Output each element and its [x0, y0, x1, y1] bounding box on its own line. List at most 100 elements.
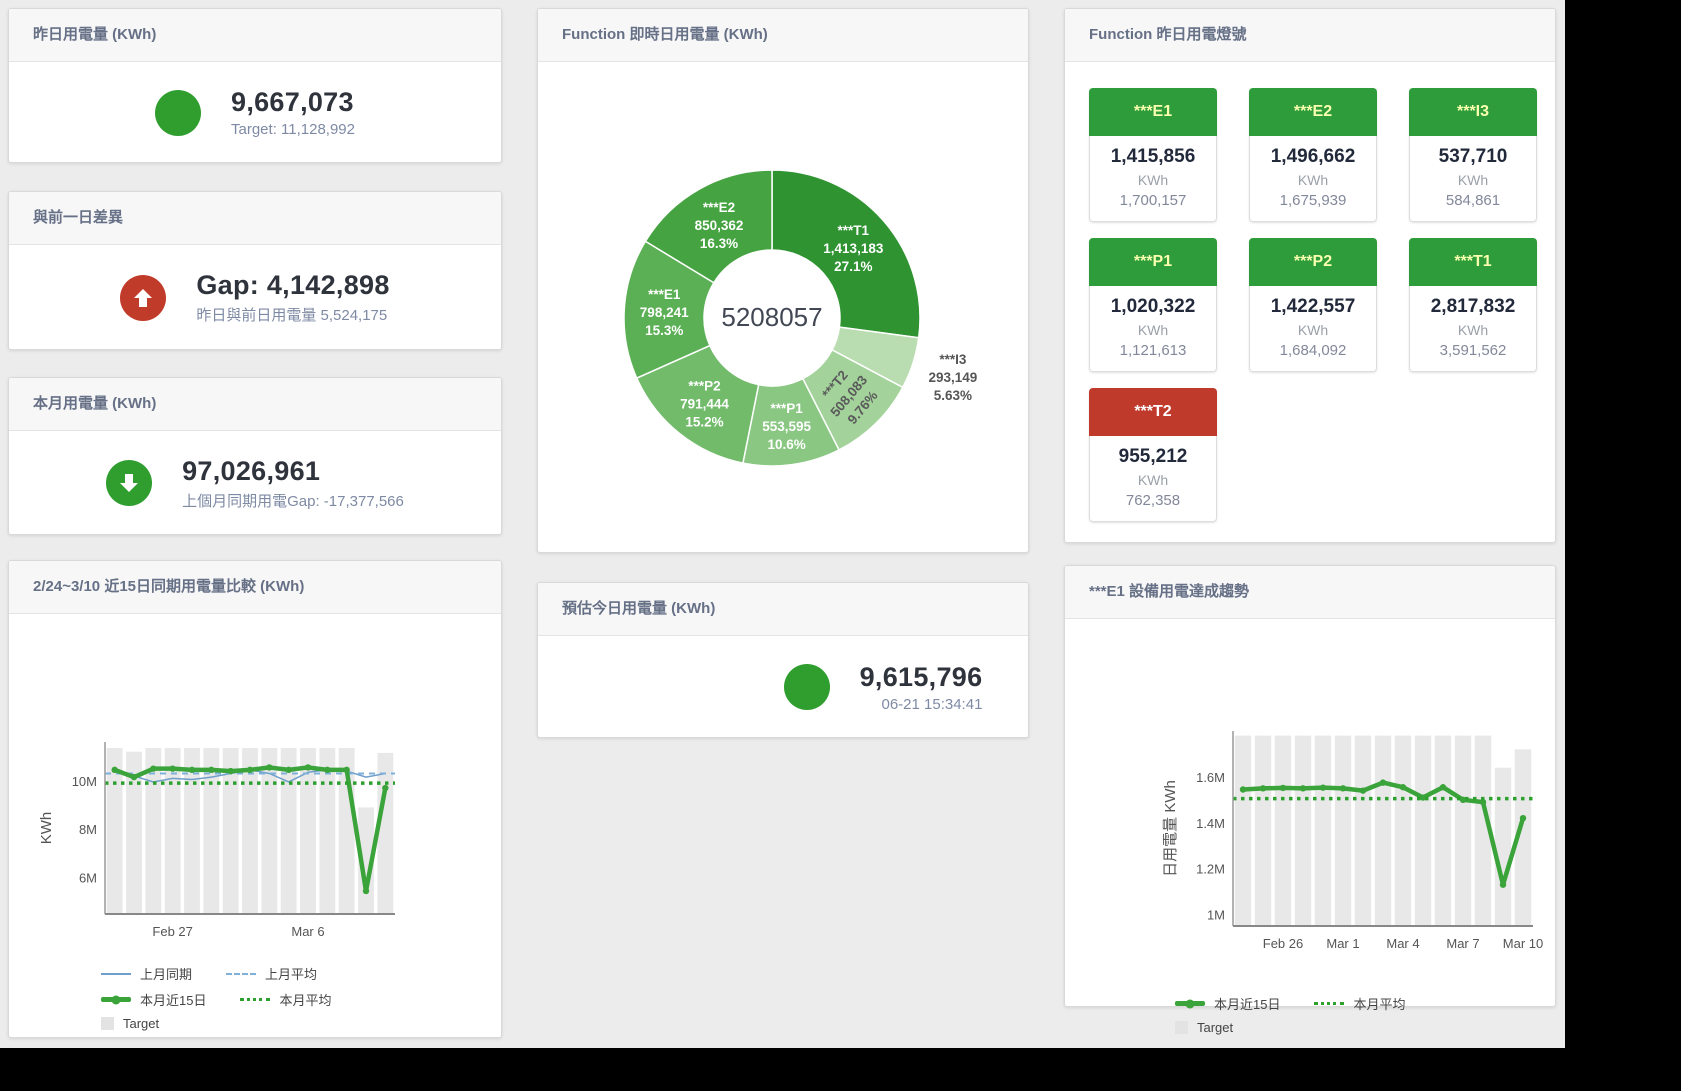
card-target-value: 762,358 — [1125, 492, 1181, 509]
y-tick-label: 1.4M — [1196, 816, 1225, 831]
stat-value: 97,026,961 — [182, 455, 321, 486]
light-card-body: 537,710 KWh 584,861 — [1409, 136, 1537, 222]
light-card-body: 955,212 KWh 762,358 — [1089, 436, 1217, 522]
card-target-value: 1,700,157 — [1119, 192, 1187, 209]
light-card-body: 1,496,662 KWh 1,675,939 — [1249, 136, 1377, 222]
card-target-value: 584,861 — [1445, 192, 1501, 209]
light-card-header: ***T2 — [1089, 388, 1217, 436]
light-card-header: ***E2 — [1249, 88, 1377, 136]
panel-header-yesterday-lights[interactable]: Function 昨日用電燈號 — [1065, 9, 1555, 62]
light-card-body: 1,415,856 KWh 1,700,157 — [1089, 136, 1217, 222]
status-circle-icon — [155, 89, 201, 136]
card-value: 1,496,662 — [1270, 146, 1356, 167]
panel-yesterday-lights: Function 昨日用電燈號 ***E1 1,415,856 KWh 1,700,1… — [1064, 8, 1556, 543]
legend-label: 本月近15日 — [1214, 997, 1281, 1012]
legend-swatch — [101, 1017, 114, 1030]
y-tick-label: 10M — [72, 774, 97, 789]
x-tick-label: Feb 26 — [1263, 936, 1303, 951]
daily-usage-donut[interactable]: ***T1 1,413,183 27.1% ***I3 293,149 5.63% ***T… — [538, 68, 1030, 553]
legend-item-上月平均[interactable]: 上月平均 — [226, 964, 317, 983]
legend-item-上月同期[interactable]: 上月同期 — [101, 964, 192, 983]
x-tick-label: Mar 7 — [1446, 936, 1479, 951]
y-tick-label: 1.2M — [1196, 862, 1225, 877]
legend-swatch — [240, 998, 271, 1001]
donut-slice-label: ***P2 791,444 15.2% — [680, 378, 729, 429]
panel-day-gap: 與前一日差異 Gap: 4,142,898 昨日與前日用電量 5,524,175 — [8, 191, 502, 350]
light-card: ***E1 1,415,856 KWh 1,700,157 — [1089, 88, 1217, 222]
donut-slice-label: ***T1 1,413,183 27.1% — [823, 223, 884, 274]
legend-label: Target — [123, 1016, 160, 1031]
light-card-header: ***P1 — [1089, 238, 1217, 286]
legend-swatch — [101, 972, 131, 975]
panel-title: Function 昨日用電燈號 — [1089, 26, 1247, 43]
stat-row: 9,615,796 06-21 15:34:41 — [638, 636, 1128, 738]
stat-row: Gap: 4,142,898 昨日與前日用電量 5,524,175 — [9, 245, 501, 350]
donut-slice-label: ***I3 293,149 5.63% — [928, 352, 977, 403]
panel-header-day-gap[interactable]: 與前一日差異 — [9, 192, 501, 245]
legend-item-Target[interactable]: Target — [1175, 1020, 1233, 1035]
legend-label: Target — [1197, 1020, 1234, 1035]
legend-swatch — [101, 995, 131, 1004]
lights-card-grid: ***E1 1,415,856 KWh 1,700,157 ***E2 1,496,662… — [1065, 62, 1555, 522]
legend-item-Target[interactable]: Target — [101, 1016, 159, 1031]
legend-item-本月近15日[interactable]: 本月近15日 — [1175, 994, 1280, 1013]
compare-chart-svg[interactable]: 6M 8M 10M Feb 27 Mar 6 KWh — [27, 732, 467, 962]
donut-slice-label: ***P1 553,595 10.6% — [762, 401, 811, 452]
arrow-up-icon — [120, 274, 167, 321]
panel-header-compare-chart[interactable]: 2/24~3/10 近15日同期用電量比較 (KWh) — [9, 561, 501, 614]
y-axis-label: 日用電量 KWh — [1162, 780, 1179, 877]
compare-chart-legend: 上月同期 上月平均本月近15日 本月平均 Target — [101, 964, 331, 1038]
e1-trend-chart-svg[interactable]: 1M 1.2M 1.4M 1.6M Feb 26 Mar 1 Mar 4 Mar 7 Mar 1… — [1105, 719, 1545, 969]
light-card: ***P2 1,422,557 KWh 1,684,092 — [1249, 238, 1377, 372]
y-tick-label: 1M — [1207, 908, 1225, 923]
panel-header-realtime-donut[interactable]: Function 即時日用電量 (KWh) — [538, 9, 1028, 62]
stat-value: Gap: 4,142,898 — [196, 270, 390, 300]
legend-item-本月平均[interactable]: 本月平均 — [1314, 994, 1405, 1013]
status-circle-icon — [783, 664, 830, 710]
compare-chart[interactable]: 6M 8M 10M Feb 27 Mar 6 KWh — [27, 732, 467, 967]
x-tick-label: Mar 10 — [1503, 936, 1543, 951]
legend-label: 本月平均 — [1353, 997, 1406, 1012]
panel-month-usage: 本月用電量 (KWh) 97,026,961 上個月同期用電Gap: -17,3… — [8, 377, 502, 535]
card-unit: KWh — [1137, 322, 1169, 338]
panel-today-estimate: 預估今日用電量 (KWh) 9,615,796 06-21 15:34:41 — [537, 582, 1029, 738]
legend-label: 上月同期 — [140, 967, 193, 982]
card-value: 1,020,322 — [1110, 296, 1196, 317]
donut-svg[interactable]: ***T1 1,413,183 27.1%***I3 293,149 5.63%***T… — [538, 68, 1030, 548]
stat-row: 9,667,073 Target: 11,128,992 — [9, 62, 501, 163]
e1-trend-chart[interactable]: 1M 1.2M 1.4M 1.6M Feb 26 Mar 1 Mar 4 Mar 7 Mar 1… — [1105, 719, 1545, 974]
panel-title: 2/24~3/10 近15日同期用電量比較 (KWh) — [33, 578, 305, 595]
legend-swatch — [226, 972, 257, 975]
panel-header-today-estimate[interactable]: 預估今日用電量 (KWh) — [538, 583, 1028, 636]
legend-item-本月近15日[interactable]: 本月近15日 — [101, 990, 206, 1009]
light-card: ***I3 537,710 KWh 584,861 — [1409, 88, 1537, 222]
card-target-value: 1,675,939 — [1279, 192, 1347, 209]
dashboard: 昨日用電量 (KWh) 9,667,073 Target: 11,128,992… — [0, 0, 1565, 1048]
panel-title: 昨日用電量 (KWh) — [33, 26, 157, 43]
card-value: 1,415,856 — [1110, 146, 1196, 167]
card-value: 537,710 — [1438, 146, 1508, 167]
panel-compare-chart: 2/24~3/10 近15日同期用電量比較 (KWh) 6M 8M 10M Feb 2… — [8, 560, 502, 1038]
panel-title: Function 即時日用電量 (KWh) — [562, 26, 768, 43]
light-card-body: 1,422,557 KWh 1,684,092 — [1249, 286, 1377, 372]
card-unit: KWh — [1137, 472, 1169, 488]
card-value: 2,817,832 — [1430, 296, 1516, 317]
legend-item-本月平均[interactable]: 本月平均 — [240, 990, 331, 1009]
y-tick-label: 1.6M — [1196, 770, 1225, 785]
light-card-header: ***I3 — [1409, 88, 1537, 136]
panel-header-e1-trend[interactable]: ***E1 設備用電達成趨勢 — [1065, 566, 1555, 619]
x-tick-label: Mar 6 — [291, 924, 324, 939]
x-tick-label: Mar 4 — [1386, 936, 1419, 951]
x-tick-label: Mar 1 — [1326, 936, 1359, 951]
light-card-body: 2,817,832 KWh 3,591,562 — [1409, 286, 1537, 372]
panel-header-month-usage[interactable]: 本月用電量 (KWh) — [9, 378, 501, 431]
stat-value: 9,667,073 — [231, 87, 354, 117]
x-tick-label: Feb 27 — [152, 924, 192, 939]
donut-center-total: 5208057 — [721, 302, 822, 332]
card-unit: KWh — [1457, 322, 1489, 338]
card-unit: KWh — [1297, 172, 1329, 188]
light-card-body: 1,020,322 KWh 1,121,613 — [1089, 286, 1217, 372]
panel-e1-trend: ***E1 設備用電達成趨勢 1M 1.2M 1.4M 1.6M Feb 26 Mar 1… — [1064, 565, 1556, 1035]
panel-header-yesterday-usage[interactable]: 昨日用電量 (KWh) — [9, 9, 501, 62]
light-card-header: ***P2 — [1249, 238, 1377, 286]
